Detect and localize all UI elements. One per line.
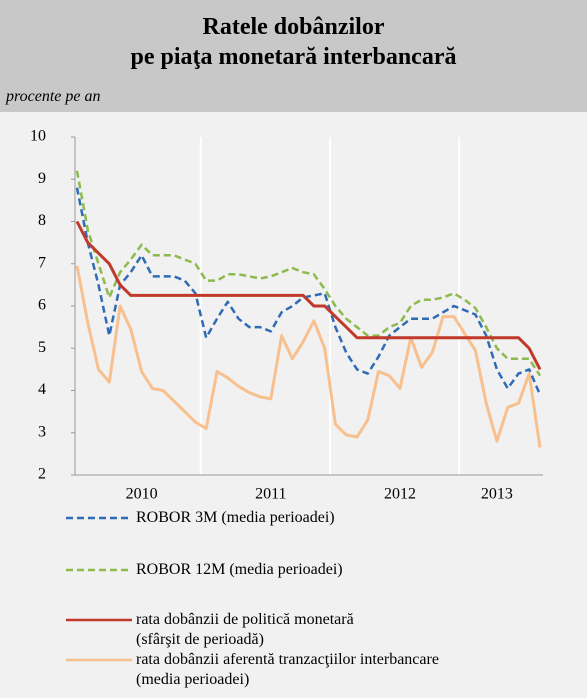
y-tick-label: 2: [38, 466, 46, 483]
x-tick-label: 2013: [481, 486, 513, 503]
y-tick-label: 9: [38, 170, 46, 187]
data-line: [75, 170, 542, 377]
y-tick-label: 8: [38, 212, 46, 229]
x-tick-label: 2012: [384, 486, 416, 503]
legend-label: ROBOR 12M (media perioadei): [136, 561, 343, 578]
y-tick-label: 5: [38, 339, 46, 356]
legend-label: rata dobânzii aferentă tranzacţiilor int…: [136, 651, 439, 688]
legend-label: ROBOR 3M (media perioadei): [136, 509, 335, 526]
y-axis-label: procente pe an: [6, 88, 101, 105]
y-tick-label: 7: [38, 254, 46, 271]
data-line: [75, 187, 542, 396]
x-tick-label: 2011: [255, 486, 286, 503]
y-tick-label: 4: [38, 381, 46, 398]
header-band: [0, 0, 587, 112]
data-line: [75, 220, 542, 371]
y-tick-label: 3: [38, 423, 46, 440]
chart-title: Ratele dobânzilor pe piaţa monetară inte…: [130, 14, 457, 70]
x-tick-label: 2010: [126, 486, 158, 503]
data-line: [75, 265, 542, 448]
y-tick-label: 10: [30, 128, 46, 145]
y-tick-label: 6: [38, 297, 46, 314]
legend-label: rata dobânzii de politică monetară (sfâr…: [136, 611, 354, 648]
